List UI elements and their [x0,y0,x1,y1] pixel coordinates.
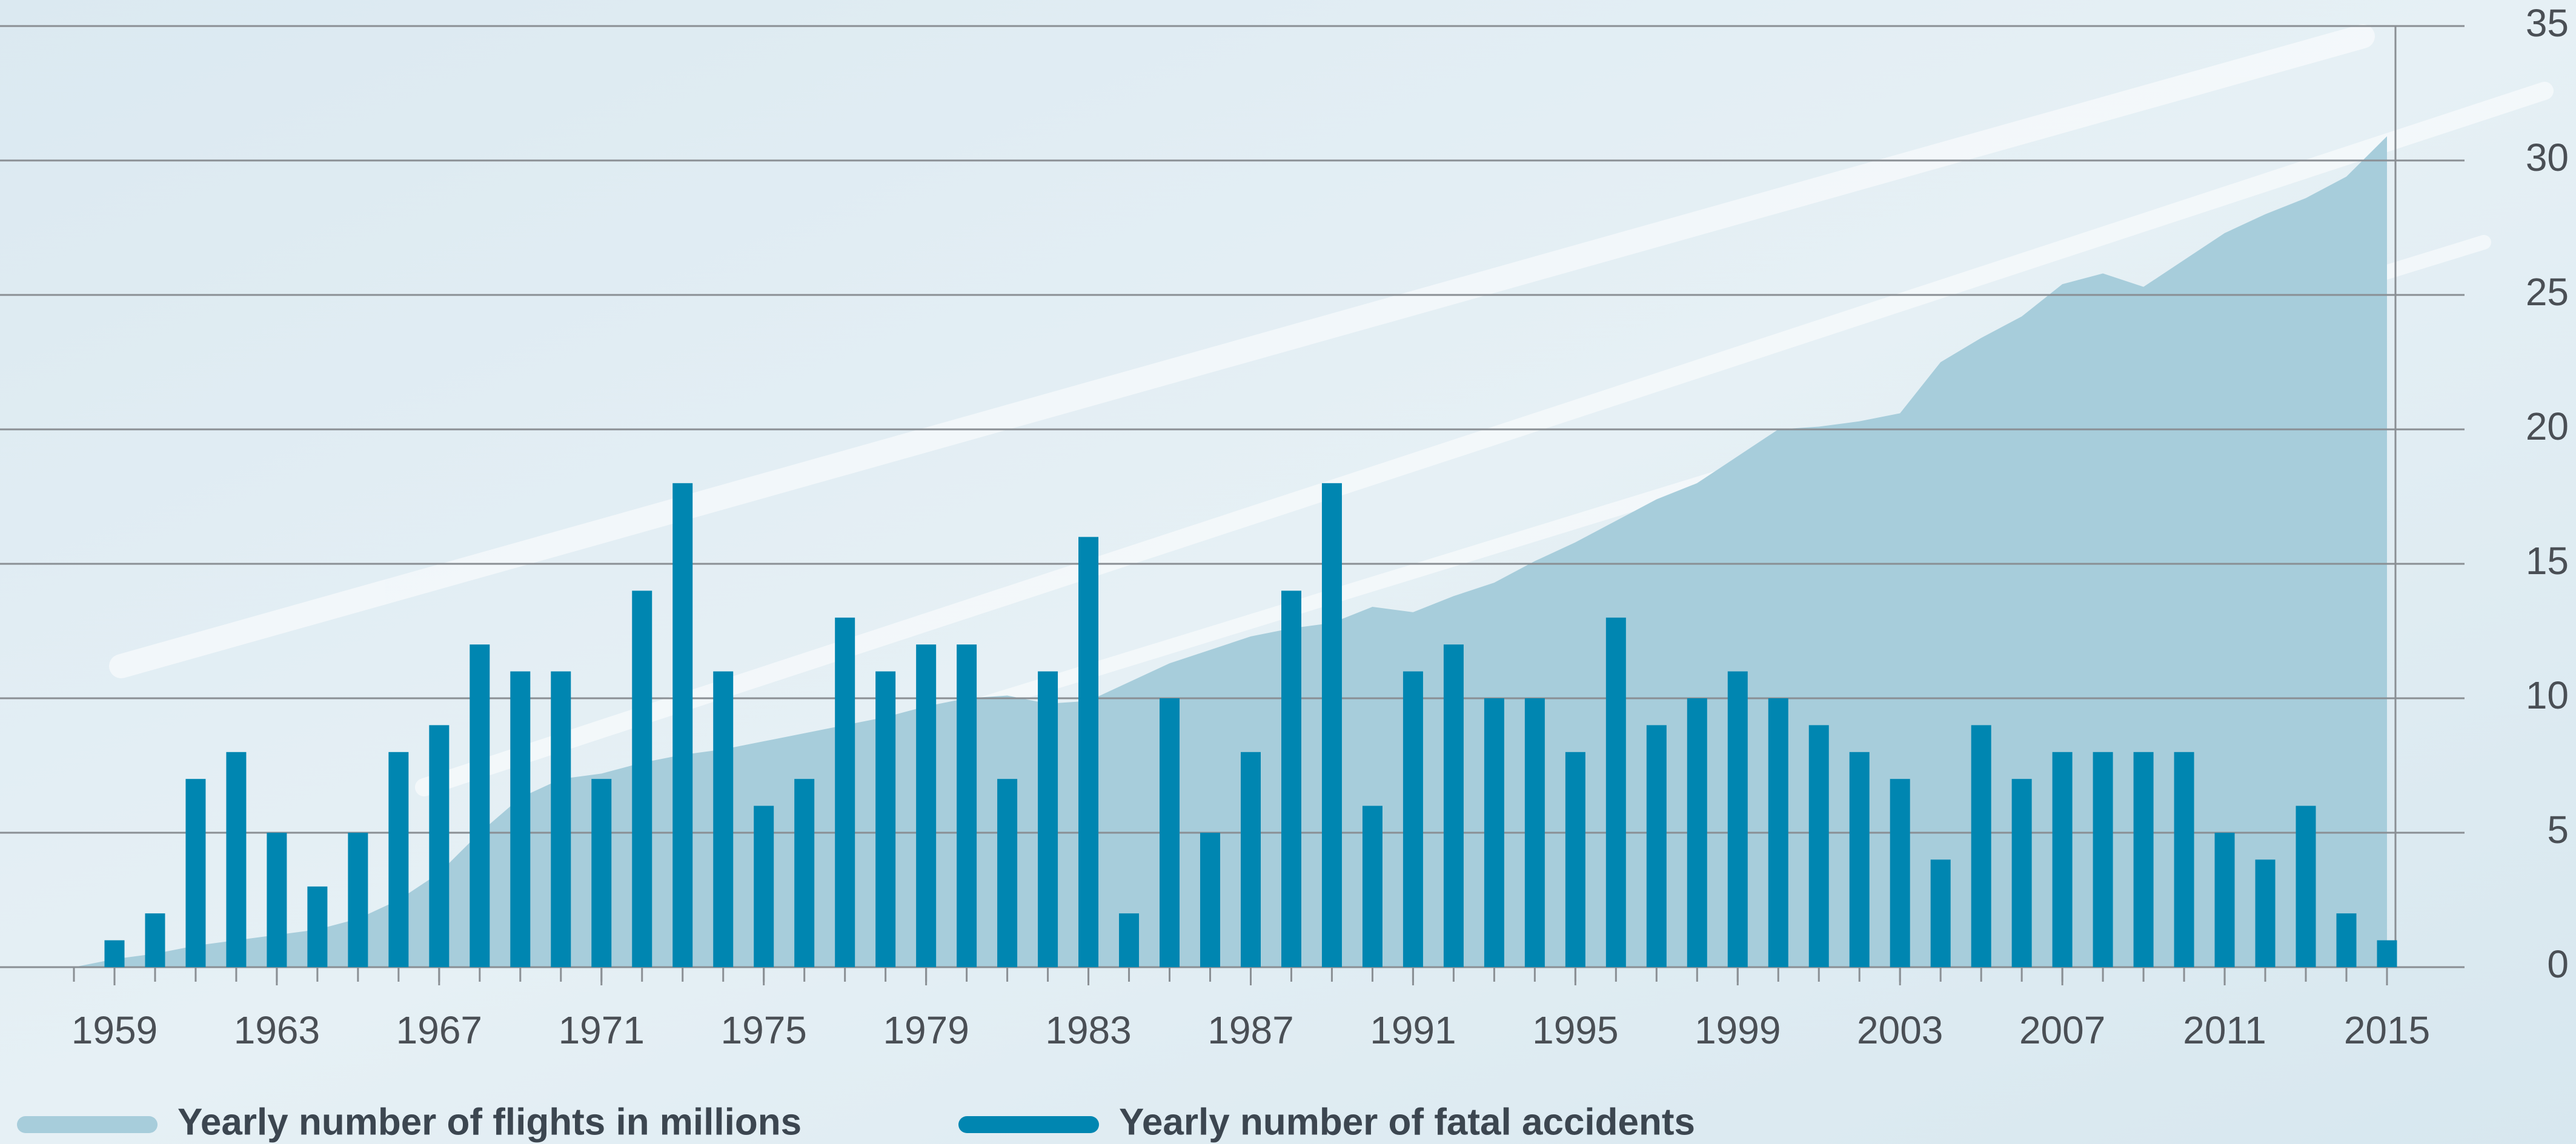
accident-bar [185,779,206,967]
x-tick-label: 2007 [2019,1008,2105,1052]
x-tick-label: 1995 [1532,1008,1618,1052]
x-tick-label: 1999 [1695,1008,1781,1052]
y-tick-label: 15 [2526,539,2569,583]
accident-bar [1321,483,1342,967]
accident-bar [997,779,1018,967]
x-tick-label: 1975 [721,1008,807,1052]
accident-bar [2255,859,2276,967]
accident-bar [1078,537,1099,967]
accident-bar [1403,671,1423,967]
accident-bar [2093,752,2113,967]
legend-label: Yearly number of flights in millions [178,1101,802,1143]
x-tick-label: 1987 [1207,1008,1293,1052]
accident-bar [1524,698,1545,967]
flights-area [74,136,2387,967]
accident-bar [510,671,531,967]
accident-bar [957,644,977,967]
y-tick-label: 20 [2526,405,2569,448]
accident-bar [794,779,815,967]
y-tick-label: 25 [2526,270,2569,314]
accident-bar [1281,590,1301,967]
accident-bar [713,671,734,967]
accident-bar [104,940,125,967]
area-layer [74,136,2387,967]
grid-layer: 0 5 10 15 20 25 30 35 1959 1963 1967 1971 1975 1979 19… [0,1,2569,1052]
accident-bar [551,671,571,967]
accident-bar [1484,698,1504,967]
accident-bar [754,805,774,967]
accident-bar [1605,617,1626,967]
accident-bar [835,617,855,967]
x-tick-label: 1979 [883,1008,969,1052]
accident-bar [2052,752,2073,967]
y-tick-label: 5 [2547,808,2569,851]
x-tick-label: 1991 [1370,1008,1456,1052]
accident-bar [388,752,409,967]
accident-bar [1565,752,1585,967]
accident-bar [1971,725,1991,967]
accident-bar [1808,725,1829,967]
accident-bar [348,833,368,967]
x-tick-label: 1971 [559,1008,645,1052]
accident-bar [1930,859,1951,967]
accident-bar [1038,671,1058,967]
accident-bar [1727,671,1748,967]
x-tick-label: 2011 [2183,1008,2266,1052]
accident-bar [1646,725,1667,967]
accident-bar [145,913,165,967]
accident-bar [632,590,652,967]
accident-bar [875,671,896,967]
accident-bar [470,644,490,967]
y-tick-label: 30 [2526,136,2569,179]
y-tick-label: 10 [2526,673,2569,717]
x-tick-label: 1963 [234,1008,320,1052]
y-tick-label: 0 [2547,942,2569,986]
accident-bar [672,483,693,967]
accident-bar [1768,698,1788,967]
accident-bar [226,752,247,967]
accident-bar [1362,805,1383,967]
accident-bar [429,725,450,967]
accident-bar [2336,913,2357,967]
accident-bar [1240,752,1261,967]
x-tick-label: 1959 [71,1008,158,1052]
accident-bar [1687,698,1707,967]
accident-bar [1160,698,1180,967]
accident-bar [267,833,287,967]
y-tick-label: 35 [2526,1,2569,45]
accident-bar [1890,779,1910,967]
accident-bar [1119,913,1140,967]
x-tick-label: 1983 [1045,1008,1131,1052]
accident-bar [2011,779,2032,967]
accident-bar [307,886,328,967]
x-tick-label: 1967 [396,1008,482,1052]
accident-bar [2133,752,2154,967]
accident-bar [2174,752,2194,967]
x-tick-label: 2015 [2344,1008,2430,1052]
accident-bar [1200,833,1221,967]
bar-layer [104,483,2397,967]
legend-label: Yearly number of fatal accidents [1119,1101,1695,1143]
accident-bar [2214,833,2235,967]
x-tick-label: 2003 [1857,1008,1943,1052]
accident-bar [1849,752,1870,967]
accident-bar [2295,805,2316,967]
accident-bar [916,644,937,967]
accident-bar [591,779,612,967]
accident-bar [1443,644,1464,967]
accident-bar [2377,940,2397,967]
